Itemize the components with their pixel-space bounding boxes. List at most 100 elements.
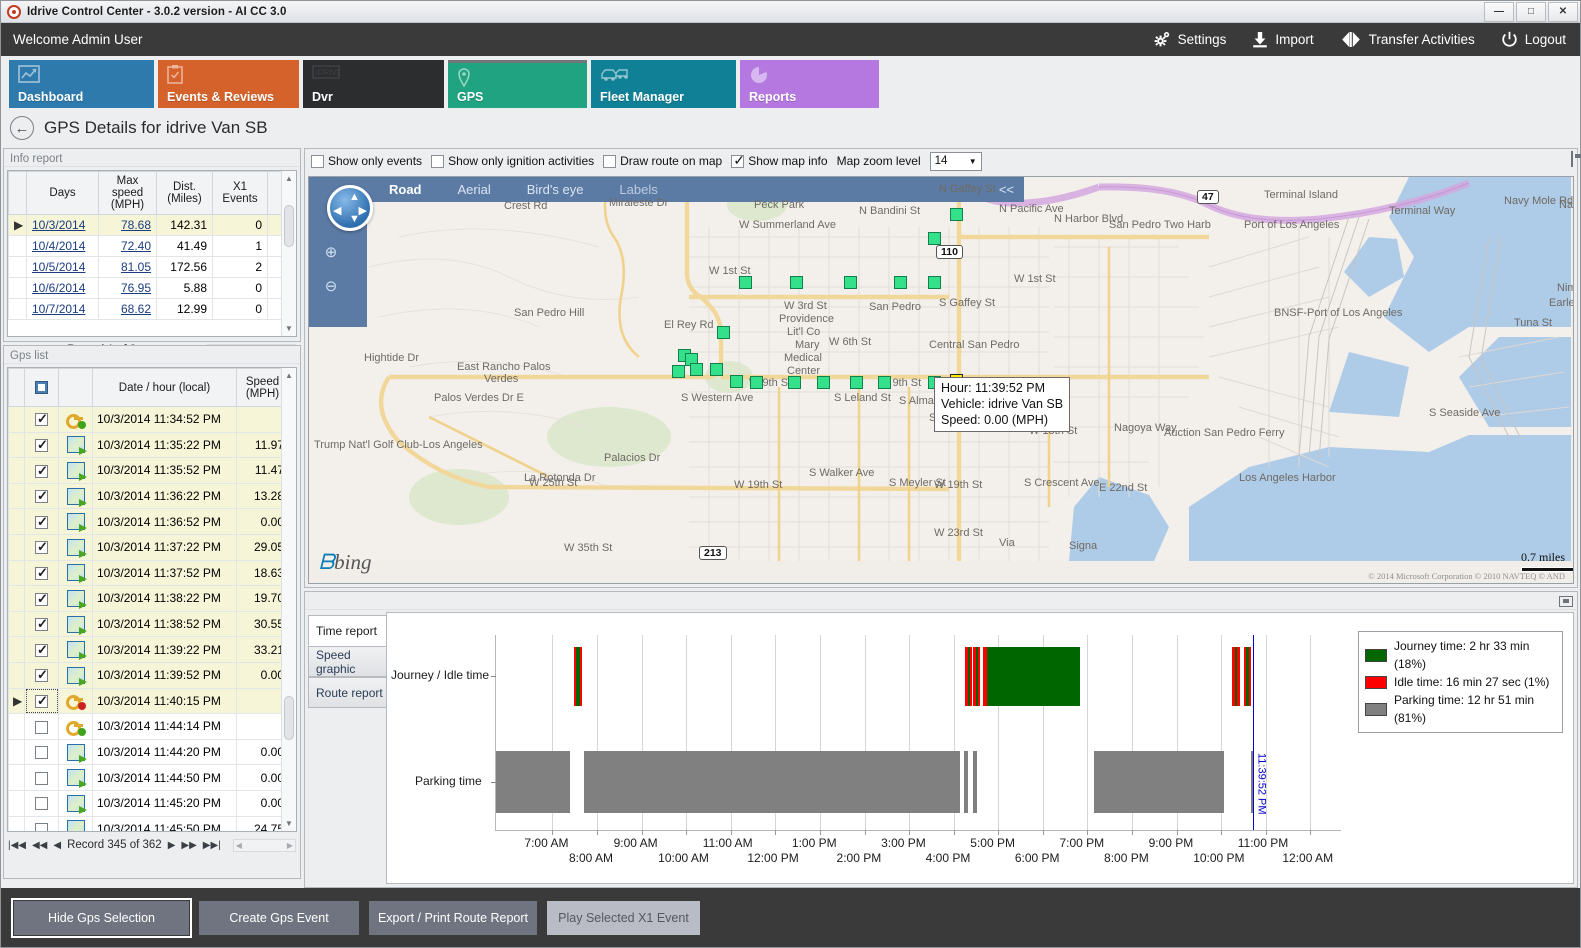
- time-chart[interactable]: 11:39:52 PM Journey / Idle time Parking …: [386, 612, 1574, 884]
- row-checkbox-cell[interactable]: [24, 789, 59, 817]
- select-all-header[interactable]: [24, 368, 59, 407]
- hide-gps-selection-button[interactable]: Hide Gps Selection: [11, 897, 192, 938]
- row-checkbox[interactable]: [35, 591, 48, 607]
- gps-marker[interactable]: [928, 276, 941, 289]
- maximize-button[interactable]: □: [1516, 1, 1546, 22]
- gps-list-hscrollbar[interactable]: ◀ ▶: [232, 838, 296, 852]
- map-panel-restore-button[interactable]: [1571, 151, 1573, 167]
- row-checkbox-cell[interactable]: [24, 764, 59, 791]
- show-map-info-checkbox[interactable]: Show map info: [731, 152, 828, 169]
- tile-gps[interactable]: GPS: [448, 60, 587, 108]
- day-link[interactable]: 10/3/2014: [32, 218, 86, 232]
- checkbox-box[interactable]: [311, 154, 324, 168]
- row-checkbox-cell[interactable]: [24, 713, 59, 740]
- minimize-button[interactable]: —: [1484, 1, 1514, 22]
- row-checkbox-cell[interactable]: [24, 559, 59, 587]
- gps-marker[interactable]: [739, 276, 752, 289]
- row-checkbox[interactable]: [35, 797, 48, 811]
- info-report-vscrollbar[interactable]: ▲ ▼: [281, 171, 296, 336]
- settings-button[interactable]: Settings: [1153, 31, 1226, 48]
- day-link[interactable]: 10/7/2014: [32, 302, 86, 316]
- nav-next-page-icon[interactable]: ▶▶: [181, 839, 197, 851]
- list-item[interactable]: 10/3/2014 11:45:50 PM 24.75: [8, 815, 296, 831]
- play-selected-x1-event-button[interactable]: Play Selected X1 Event: [547, 900, 700, 935]
- cell-day[interactable]: 10/5/2014: [26, 256, 99, 278]
- gps-marker[interactable]: [690, 363, 703, 376]
- export-print-route-report-button[interactable]: Export / Print Route Report: [369, 900, 537, 935]
- scroll-down-icon[interactable]: ▼: [285, 324, 293, 333]
- max-speed-link[interactable]: 68.62: [120, 302, 151, 316]
- checkbox-box[interactable]: [603, 154, 617, 168]
- gps-marker[interactable]: [790, 276, 803, 289]
- import-button[interactable]: Import: [1252, 31, 1314, 48]
- col-dist[interactable]: Dist. (Miles): [156, 171, 213, 215]
- gps-marker[interactable]: [730, 375, 743, 388]
- show-only-ignition-checkbox[interactable]: Show only ignition activities: [431, 154, 594, 168]
- pan-down-icon[interactable]: ▼: [349, 213, 360, 225]
- transfer-activities-button[interactable]: Transfer Activities: [1340, 31, 1475, 48]
- row-checkbox[interactable]: [35, 488, 48, 504]
- row-checkbox[interactable]: [35, 437, 48, 453]
- map-labels-toggle[interactable]: Labels: [619, 182, 658, 197]
- checkbox-box[interactable]: [431, 154, 445, 168]
- list-item[interactable]: 10/3/2014 11:44:14 PM: [8, 713, 296, 740]
- row-checkbox[interactable]: [35, 539, 48, 555]
- zoom-out-button[interactable]: ⊖: [324, 278, 338, 295]
- row-checkbox[interactable]: [35, 720, 48, 734]
- gps-marker[interactable]: [894, 276, 907, 289]
- max-speed-link[interactable]: 78.68: [120, 218, 151, 232]
- day-link[interactable]: 10/4/2014: [32, 239, 86, 253]
- scroll-thumb[interactable]: [284, 696, 294, 740]
- row-checkbox-cell[interactable]: [24, 636, 59, 663]
- map-zoom-select[interactable]: 14 ▼: [929, 151, 982, 171]
- table-row[interactable]: 10/7/2014 68.62 12.99 0: [8, 298, 296, 320]
- table-row[interactable]: ▶ 10/3/2014 78.68 142.31 0: [8, 214, 296, 236]
- gps-marker[interactable]: [844, 276, 857, 289]
- row-checkbox[interactable]: [35, 616, 48, 632]
- table-row[interactable]: 10/4/2014 72.40 41.49 1: [8, 235, 296, 257]
- select-all-checkbox[interactable]: [35, 381, 48, 394]
- tile-dashboard[interactable]: Dashboard: [9, 60, 154, 108]
- map-mode-road[interactable]: Road: [389, 182, 422, 197]
- nav-last-icon[interactable]: ▶▶|: [202, 839, 221, 851]
- gps-marker[interactable]: [817, 376, 830, 389]
- table-row[interactable]: 10/6/2014 76.95 5.88 0: [8, 277, 296, 299]
- row-checkbox[interactable]: [35, 411, 48, 427]
- restore-icon[interactable]: [1559, 596, 1573, 607]
- create-gps-event-button[interactable]: Create Gps Event: [199, 900, 359, 935]
- col-days[interactable]: Days: [26, 171, 99, 215]
- logout-button[interactable]: Logout: [1501, 31, 1566, 48]
- col-speed[interactable]: Speed (MPH): [236, 368, 289, 407]
- col-x1-events[interactable]: X1 Events: [212, 171, 268, 215]
- nav-next-icon[interactable]: ▶: [167, 839, 176, 851]
- map-mode-birdseye[interactable]: Bird's eye: [526, 182, 584, 197]
- tile-reports[interactable]: Reports: [740, 60, 879, 108]
- row-checkbox-cell[interactable]: [24, 687, 59, 715]
- list-item[interactable]: 10/3/2014 11:39:52 PM0.00: [8, 661, 296, 689]
- list-item[interactable]: ▶ 10/3/2014 11:40:15 PM: [8, 687, 296, 715]
- gps-marker[interactable]: [750, 376, 763, 389]
- row-checkbox-cell[interactable]: [24, 610, 59, 638]
- list-item[interactable]: 10/3/2014 11:45:20 PM 0.00: [8, 789, 296, 817]
- cell-max-speed[interactable]: 78.68: [98, 214, 157, 236]
- day-link[interactable]: 10/6/2014: [32, 281, 86, 295]
- tab-route-report[interactable]: Route report: [308, 677, 386, 708]
- close-button[interactable]: ✕: [1548, 1, 1578, 22]
- day-link[interactable]: 10/5/2014: [32, 260, 86, 274]
- row-checkbox[interactable]: [35, 771, 48, 785]
- max-speed-link[interactable]: 76.95: [120, 281, 151, 295]
- row-checkbox[interactable]: [35, 746, 48, 760]
- tile-fleet-manager[interactable]: Fleet Manager: [591, 60, 736, 108]
- row-checkbox[interactable]: [35, 667, 48, 683]
- map-mode-aerial[interactable]: Aerial: [457, 182, 491, 197]
- row-checkbox[interactable]: [35, 514, 48, 530]
- scroll-up-icon[interactable]: ▲: [285, 174, 293, 183]
- gps-marker[interactable]: [878, 376, 891, 389]
- tab-time-report[interactable]: Time report: [308, 615, 386, 646]
- checkbox-box[interactable]: [731, 152, 745, 169]
- table-row[interactable]: 10/5/2014 81.05 172.56 2: [8, 256, 296, 278]
